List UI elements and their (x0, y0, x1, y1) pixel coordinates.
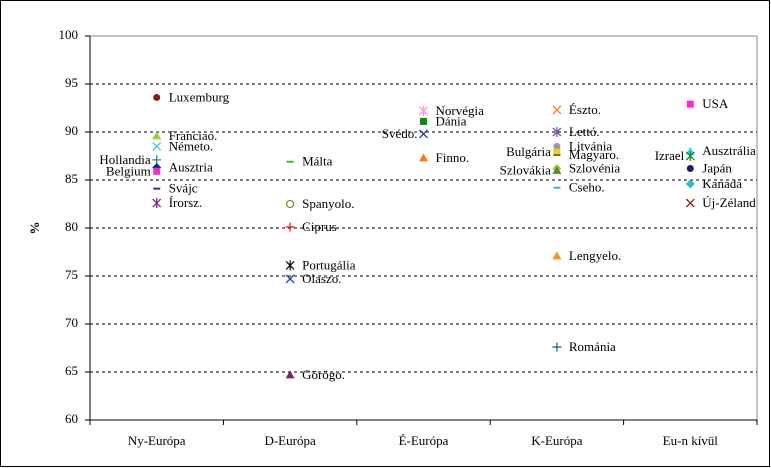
point-marker (552, 127, 562, 137)
x-tick-label: É-Európa (399, 433, 449, 448)
x-tick-label: Ny-Európa (128, 433, 186, 448)
point-label: Spanyolo. (302, 196, 354, 211)
point-label: Ciprus (302, 219, 337, 234)
point-marker (552, 105, 562, 115)
y-tick-label: 95 (65, 75, 78, 90)
point-label: Bulgária (506, 144, 551, 159)
point-label: Szlovénia (569, 160, 620, 175)
point-label: Olaszo. (302, 271, 341, 286)
point-marker (153, 167, 161, 175)
point-label: Svédo. (382, 126, 418, 141)
point-marker (152, 131, 162, 140)
point-label: Finno. (436, 150, 470, 165)
point-label: Portugália (302, 257, 356, 272)
point-label: Ausztria (169, 160, 213, 175)
point-marker (419, 129, 428, 139)
point-marker (685, 179, 695, 189)
point-marker (552, 165, 562, 174)
y-tick-label: 80 (65, 219, 78, 234)
y-tick-label: 90 (65, 123, 78, 138)
point-marker (285, 260, 295, 271)
point-marker (686, 100, 694, 108)
point-marker (285, 274, 295, 284)
y-tick-label: 70 (65, 315, 78, 330)
point-marker (152, 155, 162, 165)
point-label: Franciao. (169, 128, 218, 143)
point-marker (152, 141, 162, 151)
point-marker (553, 148, 561, 156)
point-label: Izrael (655, 148, 685, 163)
point-label: Svájc (169, 181, 198, 196)
point-marker (685, 151, 695, 161)
point-marker (552, 342, 562, 352)
plot: 60 65 70 75 80 85 90 95 100 Ny-Európa D-Európa É-Eu… (59, 27, 758, 448)
point-label: Japán (702, 160, 732, 175)
point-label: Magyaro. (569, 147, 619, 162)
point-label: Luxemburg (169, 89, 230, 104)
point-label: Dánia (436, 113, 467, 128)
point-label: Norvégia (436, 103, 485, 118)
point-label: Kanada (702, 176, 742, 191)
point-label: Lettó. (569, 124, 600, 139)
point-label: Németo. (169, 138, 213, 153)
point-label: Cseho. (569, 180, 605, 195)
point-marker (552, 251, 562, 260)
point-label: Új-Zéland (702, 195, 756, 210)
point-marker (553, 142, 561, 150)
y-tick-label: 65 (65, 363, 78, 378)
point-marker (153, 93, 161, 101)
y-tick-label: 75 (65, 267, 78, 282)
point-marker (285, 199, 295, 209)
point-marker (686, 164, 694, 172)
point-marker (285, 370, 295, 379)
point-label: Románia (569, 339, 616, 354)
x-tick-label: D-Európa (264, 433, 315, 448)
point-marker (285, 222, 295, 232)
point-label: Görögo. (302, 367, 345, 382)
point-label: Litvánia (569, 138, 613, 153)
x-tick-label: K-Európa (531, 433, 582, 448)
y-axis-label: % (27, 222, 42, 235)
point-marker (152, 198, 162, 209)
y-tick-label: 60 (65, 411, 78, 426)
point-label: Ausztrália (702, 143, 756, 158)
x-tick-label: Eu-n kívül (663, 433, 719, 448)
point-label: USA (702, 96, 729, 111)
point-marker (419, 153, 428, 162)
point-label: Málta (302, 154, 333, 169)
y-tick-label: 100 (59, 27, 79, 42)
point-marker (419, 105, 428, 116)
point-marker (685, 198, 695, 208)
point-label: Lengyelo. (569, 248, 621, 263)
point-marker (685, 146, 695, 155)
point-label: Szlovákia (500, 162, 551, 177)
point-label: Belgium (106, 163, 151, 178)
point-marker (420, 117, 427, 125)
point-label: Hollandia (99, 152, 150, 167)
point-label: Észto. (569, 102, 601, 117)
point-label: Írorsz. (169, 195, 203, 210)
y-tick-label: 85 (65, 171, 78, 186)
